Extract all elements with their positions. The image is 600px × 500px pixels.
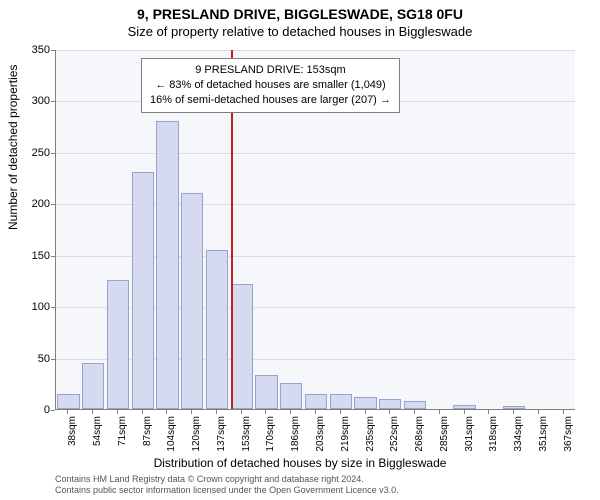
y-tick-label: 50: [10, 353, 50, 365]
bar: [354, 397, 376, 409]
x-tick-mark: [117, 410, 118, 414]
bar: [255, 375, 277, 409]
chart-title: 9, PRESLAND DRIVE, BIGGLESWADE, SG18 0FU: [0, 6, 600, 22]
x-tick-mark: [488, 410, 489, 414]
y-tick-mark: [51, 410, 55, 411]
x-tick-mark: [166, 410, 167, 414]
x-axis-label: Distribution of detached houses by size …: [0, 456, 600, 470]
y-tick-label: 250: [10, 147, 50, 159]
bar: [453, 405, 475, 409]
y-tick-label: 0: [10, 404, 50, 416]
x-tick-mark: [216, 410, 217, 414]
chart-container: { "chart": { "type": "histogram", "title…: [0, 0, 600, 500]
y-tick-label: 300: [10, 95, 50, 107]
x-tick-mark: [67, 410, 68, 414]
x-tick-mark: [191, 410, 192, 414]
x-tick-mark: [538, 410, 539, 414]
x-tick-mark: [365, 410, 366, 414]
bar: [330, 394, 352, 409]
footer-line1: Contains HM Land Registry data © Crown c…: [55, 474, 364, 484]
x-tick-mark: [464, 410, 465, 414]
bar: [82, 363, 104, 409]
y-tick-label: 200: [10, 198, 50, 210]
bar: [156, 121, 178, 409]
footer-text: Contains HM Land Registry data © Crown c…: [55, 474, 399, 496]
x-tick-mark: [563, 410, 564, 414]
x-tick-mark: [142, 410, 143, 414]
bar: [404, 401, 426, 409]
annotation-line1: 9 PRESLAND DRIVE: 153sqm: [195, 64, 345, 76]
bar: [280, 383, 302, 409]
x-tick-mark: [513, 410, 514, 414]
y-tick-label: 150: [10, 250, 50, 262]
x-tick-mark: [92, 410, 93, 414]
bar: [379, 399, 401, 409]
annotation-line3: 16% of semi-detached houses are larger (…: [150, 94, 391, 106]
annotation-box: 9 PRESLAND DRIVE: 153sqm ← 83% of detach…: [141, 58, 400, 113]
chart-subtitle: Size of property relative to detached ho…: [0, 24, 600, 39]
x-tick-mark: [241, 410, 242, 414]
x-tick-mark: [315, 410, 316, 414]
plot-area: 9 PRESLAND DRIVE: 153sqm ← 83% of detach…: [55, 50, 575, 410]
annotation-line2: ← 83% of detached houses are smaller (1,…: [155, 79, 386, 91]
bar: [231, 284, 253, 409]
bar: [181, 193, 203, 409]
bar: [132, 172, 154, 409]
footer-line2: Contains public sector information licen…: [55, 485, 399, 495]
x-tick-mark: [290, 410, 291, 414]
x-tick-mark: [414, 410, 415, 414]
y-tick-label: 350: [10, 44, 50, 56]
x-tick-mark: [439, 410, 440, 414]
bar: [107, 280, 129, 409]
x-tick-mark: [389, 410, 390, 414]
y-tick-label: 100: [10, 301, 50, 313]
bar: [57, 394, 79, 409]
bar: [305, 394, 327, 409]
x-tick-mark: [340, 410, 341, 414]
x-tick-mark: [265, 410, 266, 414]
bar: [206, 250, 228, 409]
bar: [503, 406, 525, 409]
